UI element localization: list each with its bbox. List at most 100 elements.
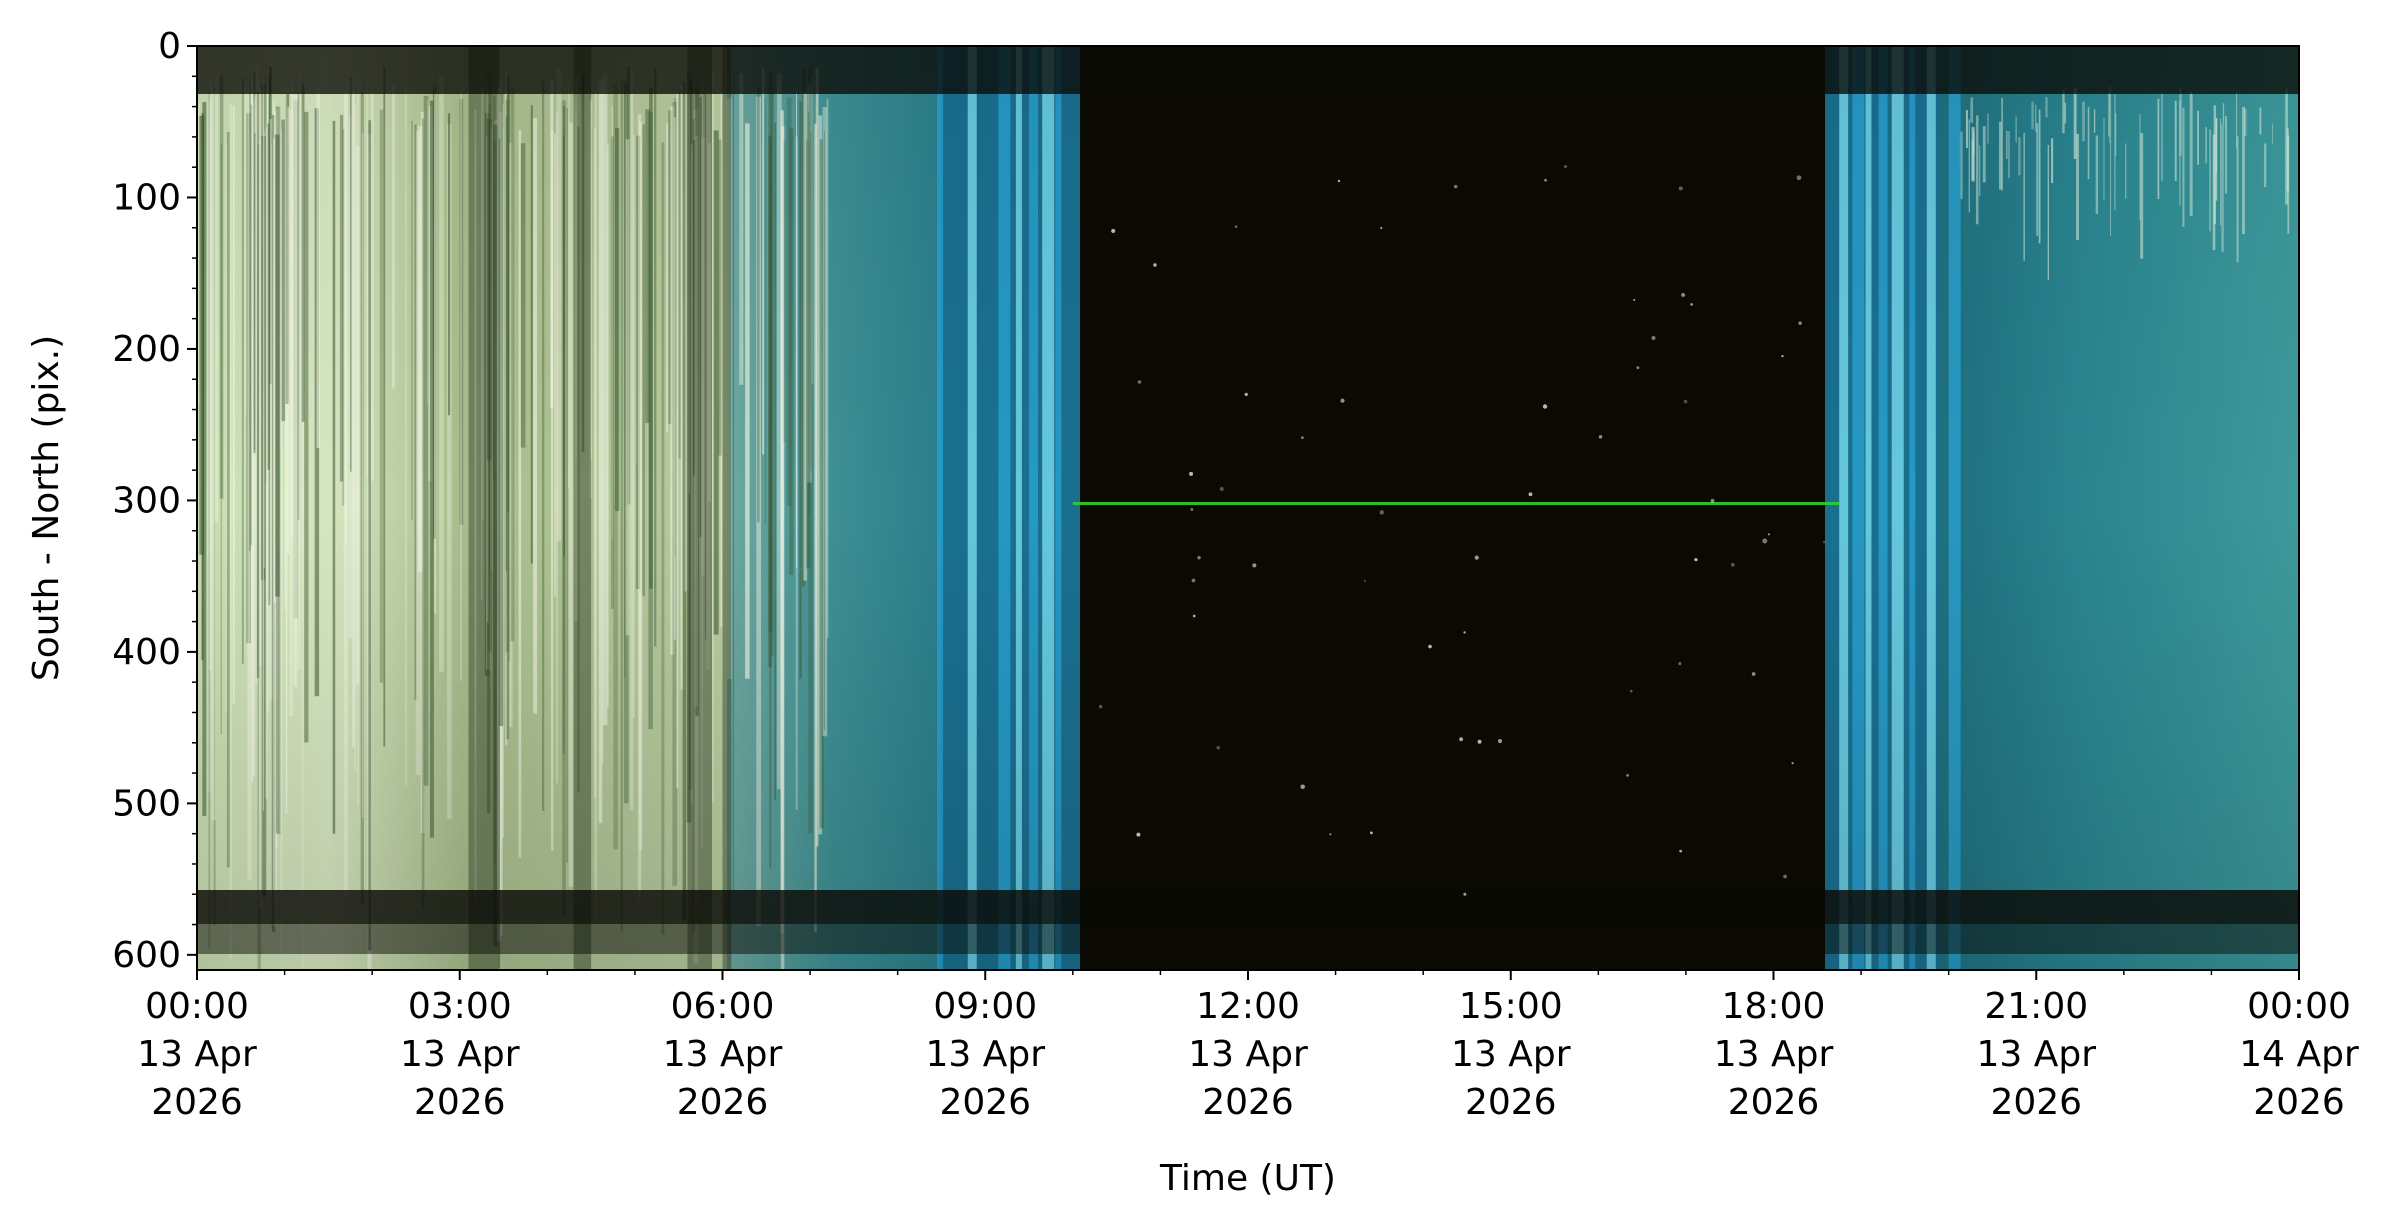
star-dot	[1463, 892, 1467, 896]
x-tick-label-date: 13 Apr	[137, 1034, 257, 1075]
x-tick-label-time: 21:00	[1984, 986, 2088, 1027]
star-dot	[1636, 366, 1640, 370]
x-tick-label-date: 13 Apr	[1188, 1034, 1308, 1075]
y-tick-label: 300	[112, 480, 181, 521]
x-tick-label-time: 09:00	[933, 986, 1037, 1027]
star-dot	[1380, 226, 1383, 230]
star-dot	[1678, 662, 1682, 666]
star-dot	[1137, 380, 1142, 384]
star-dot	[1822, 540, 1826, 544]
x-tick-label-time: 06:00	[671, 986, 775, 1027]
x-tick-label-year: 2026	[1990, 1082, 2082, 1123]
x-tick-label-date: 14 Apr	[2239, 1034, 2359, 1075]
star-dot	[1791, 761, 1794, 765]
x-tick-label-year: 2026	[939, 1082, 1031, 1123]
star-dot	[1191, 578, 1196, 583]
x-tick-label-date: 13 Apr	[663, 1034, 783, 1075]
star-dot	[1459, 737, 1464, 742]
x-axis-label: Time (UT)	[1159, 1158, 1336, 1199]
star-dot	[1629, 689, 1633, 693]
star-dot	[1710, 498, 1715, 503]
star-dot	[1474, 555, 1479, 560]
x-tick-label-time: 18:00	[1722, 986, 1826, 1027]
star-dot	[1301, 436, 1304, 440]
star-dot	[1751, 672, 1756, 676]
star-dot	[1477, 739, 1482, 744]
x-tick-label-time: 15:00	[1459, 986, 1563, 1027]
y-axis-label: South - North (pix.)	[26, 335, 67, 681]
star-dot	[1428, 644, 1432, 649]
x-tick-label-year: 2026	[1202, 1082, 1294, 1123]
star-dot	[1633, 298, 1636, 301]
x-tick-label-year: 2026	[2253, 1082, 2345, 1123]
star-dot	[1340, 398, 1345, 403]
y-tick-label: 400	[112, 632, 181, 673]
star-dot	[1234, 225, 1238, 228]
star-dot	[1136, 832, 1141, 837]
star-dot	[1197, 555, 1201, 560]
heatmap-image	[197, 46, 2299, 970]
x-tick-label-year: 2026	[1728, 1082, 1820, 1123]
x-tick-label-time: 00:00	[2247, 986, 2351, 1027]
star-dot	[1544, 178, 1547, 182]
star-dot	[1379, 510, 1384, 515]
star-dot	[1781, 354, 1784, 358]
star-dot	[1244, 392, 1248, 396]
star-dot	[1798, 321, 1802, 325]
x-tick-label-time: 00:00	[145, 986, 249, 1027]
x-tick-label-year: 2026	[677, 1082, 769, 1123]
star-dot	[1730, 562, 1735, 567]
star-dot	[1111, 228, 1116, 234]
star-dot	[1363, 579, 1366, 582]
x-axis: 00:00 13 Apr 2026 03:00 13 Apr 2026 06:00 13 Ap…	[137, 970, 2359, 1123]
x-tick-label-date: 13 Apr	[1976, 1034, 2096, 1075]
star-dot	[1626, 774, 1629, 777]
x-tick-label-date: 13 Apr	[1451, 1034, 1571, 1075]
star-dot	[1528, 492, 1533, 497]
x-tick-label-date: 13 Apr	[925, 1034, 1045, 1075]
star-dot	[1300, 784, 1305, 790]
x-tick-label-date: 13 Apr	[400, 1034, 520, 1075]
star-dot	[1463, 631, 1466, 634]
star-dot	[1598, 435, 1603, 439]
star-dot	[1564, 165, 1567, 168]
star-dot	[1678, 186, 1683, 191]
star-dot	[1767, 533, 1770, 536]
star-dot	[1192, 614, 1196, 618]
x-tick-label-year: 2026	[1465, 1082, 1557, 1123]
x-tick-label-date: 13 Apr	[1714, 1034, 1834, 1075]
star-dot	[1216, 745, 1220, 750]
y-axis: 0 100 200 300 400 500 600	[112, 26, 197, 976]
star-dot	[1681, 293, 1686, 297]
y-tick-label: 500	[112, 783, 181, 824]
star-dot	[1690, 303, 1693, 306]
y-tick-label: 100	[112, 177, 181, 218]
star-dot	[1189, 471, 1194, 476]
x-tick-label-year: 2026	[151, 1082, 243, 1123]
star-dot	[1337, 179, 1341, 183]
star-dot	[1098, 704, 1103, 709]
star-dot	[1329, 833, 1332, 836]
y-tick-label: 0	[158, 26, 181, 67]
x-tick-label-time: 12:00	[1196, 986, 1300, 1027]
star-dot	[1252, 563, 1257, 568]
x-tick-label-time: 03:00	[408, 986, 512, 1027]
star-dot	[1796, 175, 1802, 181]
star-dot	[1651, 335, 1656, 341]
star-dot	[1453, 184, 1458, 189]
star-dot	[1762, 538, 1768, 544]
star-dot	[1694, 557, 1698, 562]
star-dot	[1542, 404, 1548, 409]
star-dot	[1783, 874, 1787, 879]
star-dot	[1683, 399, 1688, 404]
star-dot	[1369, 831, 1373, 835]
star-dot	[1219, 486, 1224, 492]
star-dot	[1153, 263, 1157, 267]
y-tick-label: 200	[112, 329, 181, 370]
y-tick-label: 600	[112, 935, 181, 976]
star-dot	[1497, 738, 1503, 744]
star-dot	[1679, 849, 1683, 853]
star-dot	[1190, 507, 1194, 511]
x-tick-label-year: 2026	[414, 1082, 506, 1123]
